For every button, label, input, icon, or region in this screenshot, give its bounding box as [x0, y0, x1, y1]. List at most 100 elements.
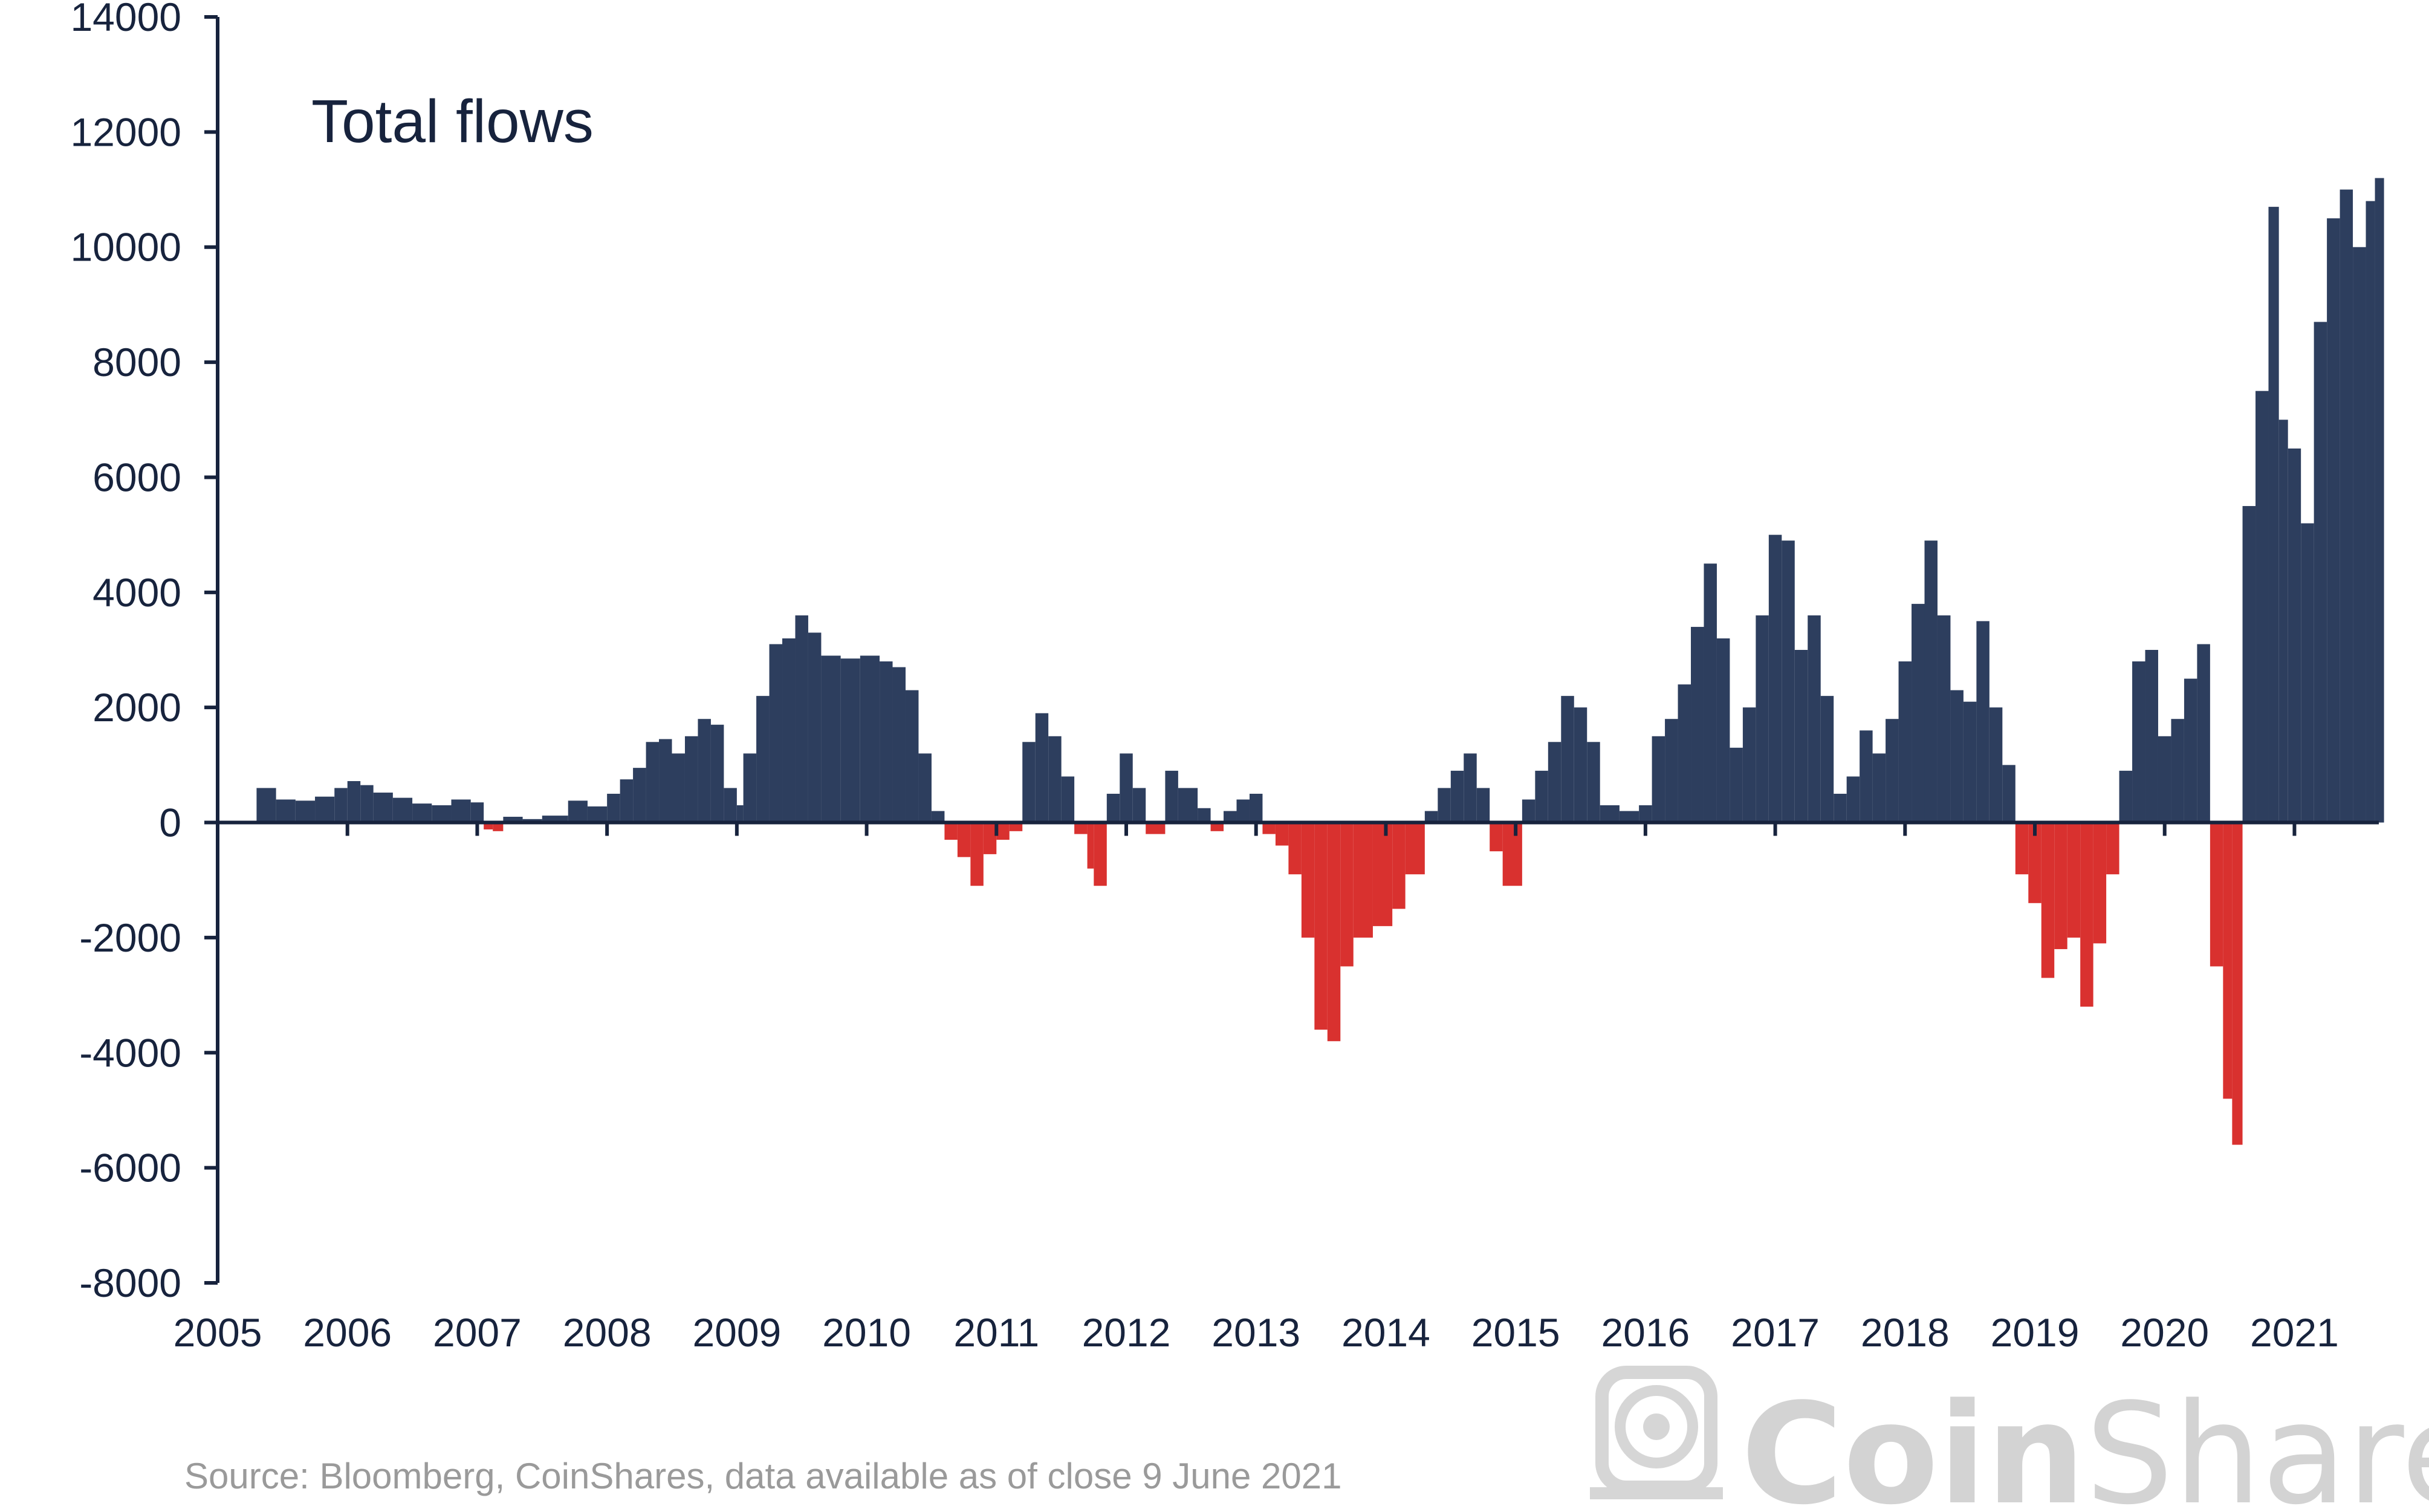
inflow-bar	[347, 781, 361, 823]
inflow-bar	[2158, 736, 2171, 823]
inflow-bar	[1794, 650, 1808, 823]
inflow-bar	[373, 793, 393, 823]
outflow-bar	[996, 822, 1010, 840]
outflow-bar	[484, 822, 493, 829]
inflow-bar	[756, 696, 770, 823]
inflow-bar	[2171, 719, 2184, 823]
inflow-bar	[646, 742, 660, 823]
inflow-bar	[1782, 540, 1795, 823]
outflow-bar	[1087, 822, 1094, 869]
inflow-bar	[2268, 207, 2279, 823]
y-tick-label: 6000	[92, 455, 181, 499]
y-tick-label: 12000	[70, 109, 181, 154]
x-tick-label: 2010	[822, 1310, 911, 1355]
outflow-bar	[1288, 822, 1302, 875]
outflow-bar	[2106, 822, 2119, 875]
x-tick-label: 2017	[1731, 1310, 1820, 1355]
inflow-bar	[2366, 201, 2375, 823]
inflow-bar	[542, 816, 568, 823]
inflow-bar	[1132, 788, 1146, 823]
inflow-bar	[1898, 661, 1912, 823]
inflow-bar	[1619, 811, 1639, 823]
inflow-bar	[1665, 719, 1678, 823]
inflow-bar	[1165, 770, 1178, 823]
inflow-bar	[2145, 650, 2158, 823]
inflow-bar	[1886, 719, 1899, 823]
inflow-bar	[2002, 765, 2016, 823]
inflow-bar	[2340, 189, 2353, 823]
source-note: Source: Bloomberg, CoinShares, data avai…	[184, 1456, 1342, 1496]
outflow-bar	[2015, 822, 2029, 875]
inflow-bar	[1035, 713, 1049, 823]
x-tick-label: 2013	[1211, 1310, 1300, 1355]
outflow-bar	[2223, 822, 2233, 1099]
inflow-bar	[769, 644, 783, 823]
inflow-bar	[1249, 793, 1263, 823]
outflow-bar	[983, 822, 997, 854]
inflow-bar	[672, 753, 685, 823]
x-tick-label: 2014	[1341, 1310, 1430, 1355]
inflow-bar	[1522, 799, 1536, 823]
outflow-bar	[1009, 822, 1023, 831]
inflow-bar	[821, 655, 841, 823]
x-tick-label: 2012	[1082, 1310, 1171, 1355]
inflow-bar	[1476, 788, 1490, 823]
outflow-bar	[1372, 822, 1393, 926]
x-tick-label: 2008	[563, 1310, 652, 1355]
x-tick-label: 2021	[2250, 1310, 2339, 1355]
outflow-bar	[493, 822, 504, 831]
inflow-bar	[724, 788, 737, 823]
inflow-bar	[684, 736, 698, 823]
inflow-bar	[2353, 247, 2366, 823]
coinshares-helmet-icon	[1590, 1366, 1723, 1499]
inflow-bar	[315, 796, 335, 823]
x-axis-ticks: 2005 2006 2007 2008 2009 2010 2011 2012 2013 2014…	[174, 822, 2339, 1355]
inflow-bar	[743, 753, 757, 823]
inflow-bar	[334, 788, 348, 823]
outflow-bar	[1146, 822, 1166, 834]
inflow-bar	[1716, 638, 1730, 823]
inflow-bar	[2314, 322, 2327, 823]
inflow-bar	[2278, 420, 2288, 823]
x-tick-label: 2007	[433, 1310, 522, 1355]
inflow-bar	[1574, 707, 1587, 823]
outflow-bar	[1275, 822, 1289, 846]
inflow-bar	[1224, 811, 1237, 823]
inflow-bar	[1924, 540, 1938, 823]
inflow-bar	[1950, 690, 1964, 823]
inflow-bar	[1678, 684, 1691, 823]
outflow-bar	[970, 822, 984, 886]
x-tick-label: 2018	[1861, 1310, 1950, 1355]
brand-wordmark: CoinShares	[1741, 1374, 2429, 1512]
inflow-bar	[1120, 753, 1133, 823]
outflow-bar	[1074, 822, 1088, 834]
inflow-bar	[2242, 506, 2256, 823]
x-tick-label: 2005	[174, 1310, 262, 1355]
brand-name-bold: Coin	[1741, 1374, 2085, 1512]
inflow-bar	[782, 638, 796, 823]
chart-title: Total flows	[311, 88, 594, 155]
y-tick-label: 4000	[92, 570, 181, 615]
inflow-bar	[1872, 753, 1886, 823]
inflow-bar	[2301, 523, 2314, 823]
inflow-bar	[698, 719, 711, 823]
outflow-bar	[1490, 822, 1503, 852]
x-tick-label: 2020	[2120, 1310, 2209, 1355]
inflow-bar	[2197, 644, 2210, 823]
y-tick-label: -8000	[79, 1261, 181, 1305]
inflow-bar	[1535, 770, 1548, 823]
inflow-bar	[1438, 788, 1451, 823]
y-tick-label: 14000	[70, 0, 181, 39]
inflow-bar	[1652, 736, 1665, 823]
inflow-bar	[1236, 799, 1250, 823]
inflow-bar	[412, 803, 432, 823]
outflow-bar	[1301, 822, 1315, 938]
y-tick-label: 8000	[92, 340, 181, 384]
inflow-bar	[1846, 776, 1860, 823]
outflow-bar	[1340, 822, 1354, 967]
inflow-bar	[1963, 701, 1977, 823]
inflow-bar	[1424, 811, 1438, 823]
inflow-bar	[2256, 391, 2269, 823]
x-tick-label: 2016	[1601, 1310, 1690, 1355]
